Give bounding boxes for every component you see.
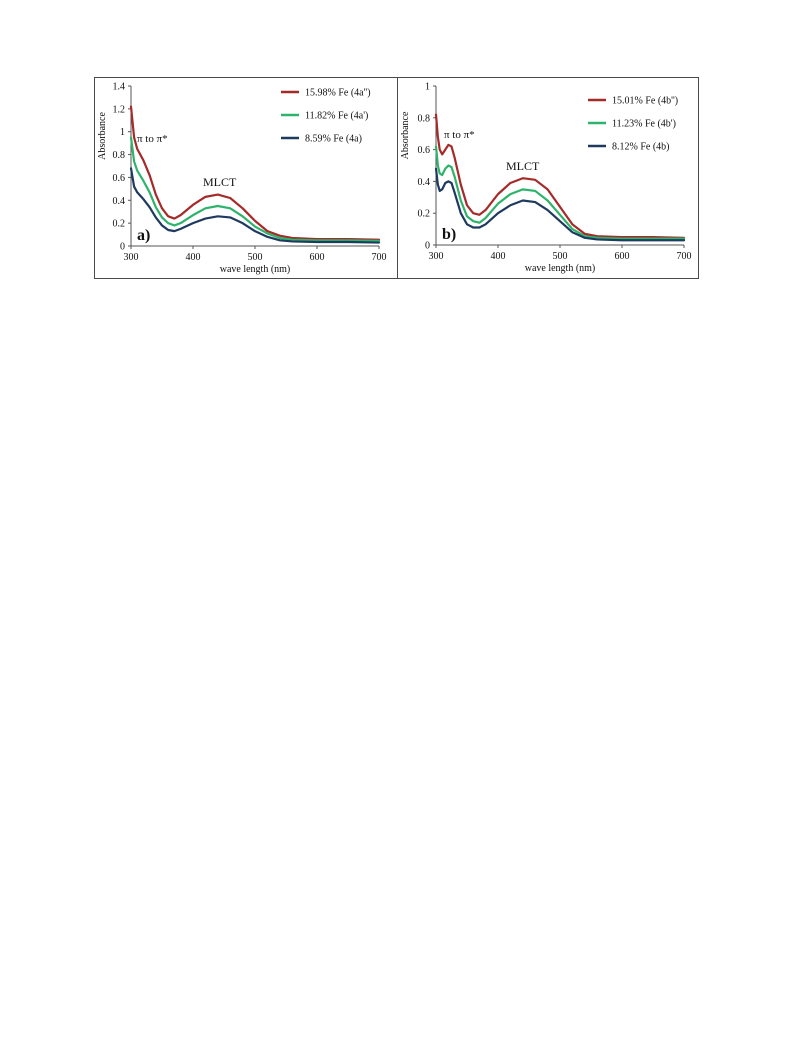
annotation-pi-to-pi-star: π to π* bbox=[444, 129, 475, 141]
y-tick-label: 0.8 bbox=[418, 113, 431, 124]
y-tick-label: 0.2 bbox=[418, 209, 431, 220]
y-tick-label: 1.4 bbox=[113, 82, 126, 93]
y-tick-label: 0.4 bbox=[418, 177, 431, 188]
chart-panel-a: 0 0.2 0.4 0.6 0.8 1 1.2 1.4 300 400 500 600 700 wave … bbox=[97, 82, 387, 276]
y-axis-title: Absorbance bbox=[400, 111, 411, 159]
series-line-3 bbox=[434, 167, 686, 242]
legend-label: 15.98% Fe (4a'') bbox=[305, 88, 371, 99]
y-tick-label: 0.8 bbox=[113, 150, 126, 161]
series-line-1 bbox=[434, 113, 686, 239]
x-tick-label: 700 bbox=[372, 252, 387, 263]
x-tick-label: 600 bbox=[615, 251, 630, 262]
x-tick-label: 300 bbox=[124, 252, 139, 263]
x-axis-title: wave length (nm) bbox=[525, 263, 596, 274]
y-tick-label: 0.4 bbox=[113, 196, 126, 207]
x-axis-title: wave length (nm) bbox=[220, 264, 291, 275]
series-line-3 bbox=[129, 167, 381, 244]
y-tick-label: 1 bbox=[120, 127, 125, 138]
y-tick-label: 0.6 bbox=[418, 145, 431, 156]
x-tick-label: 400 bbox=[491, 251, 506, 262]
series-line-2 bbox=[129, 136, 381, 242]
y-tick-label: 1.2 bbox=[113, 104, 126, 115]
x-tick-label: 300 bbox=[429, 251, 444, 262]
panel-label: a) bbox=[137, 227, 150, 244]
y-tick-label: 0 bbox=[120, 242, 125, 253]
x-tick-label: 500 bbox=[553, 251, 568, 262]
y-axis-title: Absorbance bbox=[97, 112, 108, 160]
series-line-1 bbox=[129, 105, 381, 241]
x-tick-label: 700 bbox=[677, 251, 692, 262]
annotation-pi-to-pi-star: π to π* bbox=[137, 133, 168, 145]
legend-label: 8.12% Fe (4b) bbox=[612, 142, 670, 153]
annotation-mlct: MLCT bbox=[203, 175, 237, 189]
legend-label: 8.59% Fe (4a) bbox=[305, 134, 362, 145]
series-line-2 bbox=[434, 145, 686, 240]
x-tick-label: 600 bbox=[310, 252, 325, 263]
legend-label: 15.01% Fe (4b'') bbox=[612, 96, 678, 107]
legend-label: 11.23% Fe (4b') bbox=[612, 119, 676, 130]
annotation-mlct: MLCT bbox=[506, 159, 540, 173]
x-tick-label: 400 bbox=[186, 252, 201, 263]
x-tick-label: 500 bbox=[248, 252, 263, 263]
y-tick-label: 0.6 bbox=[113, 173, 126, 184]
y-tick-label: 0.2 bbox=[113, 219, 126, 230]
y-tick-label: 0 bbox=[425, 241, 430, 252]
figure: 0 0.2 0.4 0.6 0.8 1 1.2 1.4 300 400 500 600 700 wave … bbox=[94, 77, 699, 279]
chart-panel-b: 0 0.2 0.4 0.6 0.8 1 300 400 500 600 700 wave length… bbox=[397, 78, 692, 278]
legend-label: 11.82% Fe (4a') bbox=[305, 111, 368, 122]
panel-label: b) bbox=[442, 226, 456, 243]
y-tick-label: 1 bbox=[425, 82, 430, 93]
